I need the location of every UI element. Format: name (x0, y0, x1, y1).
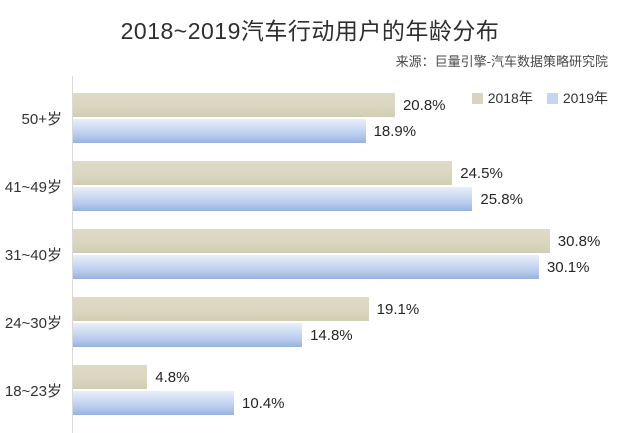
category-label: 18~23岁 (4, 382, 62, 400)
bar-value-label: 19.1% (376, 300, 420, 318)
legend-swatch-2019-icon (546, 92, 558, 104)
category-group: 50+岁 20.8% 18.9% (0, 93, 620, 143)
legend-label-2018: 2018年 (487, 90, 533, 106)
bar-value-label: 20.8% (402, 96, 446, 114)
y-axis-line (72, 76, 73, 433)
legend-item-2019: 2019年 (546, 88, 608, 108)
bar-value-label: 30.1% (546, 258, 590, 276)
bar-value-label: 24.5% (460, 164, 503, 182)
chart-title: 2018~2019汽车行动用户的年龄分布 (120, 18, 500, 44)
bar-2019年 (73, 119, 366, 143)
bar-2018年 (73, 161, 453, 185)
bar-value-label: 25.8% (480, 190, 523, 208)
category-group: 41~49岁 24.5% 25.8% (0, 161, 620, 211)
bar-2019年 (73, 391, 234, 415)
bar-2019年 (73, 323, 303, 347)
bar-row: 20.8% (73, 93, 446, 117)
category-label: 41~49岁 (4, 178, 62, 196)
category-group: 24~30岁 19.1% 14.8% (0, 297, 620, 347)
bar-row: 10.4% (73, 391, 285, 415)
category-bars: 19.1% 14.8% (73, 297, 419, 349)
category-bars: 24.5% 25.8% (73, 161, 523, 213)
bar-row: 14.8% (73, 323, 419, 347)
bar-row: 18.9% (73, 119, 446, 143)
bar-2018年 (73, 93, 395, 117)
bar-row: 24.5% (73, 161, 523, 185)
category-bars: 30.8% 30.1% (73, 229, 600, 281)
category-group: 18~23岁 4.8% 10.4% (0, 365, 620, 415)
category-bars: 20.8% 18.9% (73, 93, 446, 145)
category-label: 24~30岁 (4, 314, 62, 332)
legend-swatch-2018-icon (471, 92, 483, 104)
bar-row: 19.1% (73, 297, 419, 321)
bar-value-label: 18.9% (373, 122, 417, 140)
plot-area: 50+岁 20.8% 18.9% 41~49岁 24.5% 25.8% 31~40岁 30.8… (0, 93, 620, 433)
source-note: 来源：巨量引擎-汽车数据策略研究院 (395, 54, 608, 69)
legend-item-2018: 2018年 (471, 88, 533, 108)
category-label: 31~40岁 (4, 246, 62, 264)
bar-value-label: 14.8% (310, 326, 353, 344)
bar-row: 30.8% (73, 229, 600, 253)
bar-2019年 (73, 255, 539, 279)
bar-row: 25.8% (73, 187, 523, 211)
bar-row: 4.8% (73, 365, 285, 389)
category-bars: 4.8% 10.4% (73, 365, 285, 417)
bar-value-label: 10.4% (241, 394, 285, 412)
bar-2018年 (73, 297, 369, 321)
bar-value-label: 4.8% (155, 368, 190, 386)
category-label: 50+岁 (21, 110, 62, 128)
bar-2019年 (73, 187, 473, 211)
bar-value-label: 30.8% (557, 232, 601, 250)
bar-2018年 (73, 229, 550, 253)
legend-label-2019: 2019年 (562, 90, 608, 106)
bar-2018年 (73, 365, 148, 389)
bar-row: 30.1% (73, 255, 600, 279)
category-group: 31~40岁 30.8% 30.1% (0, 229, 620, 279)
legend: 2018年 2019年 (471, 88, 608, 108)
